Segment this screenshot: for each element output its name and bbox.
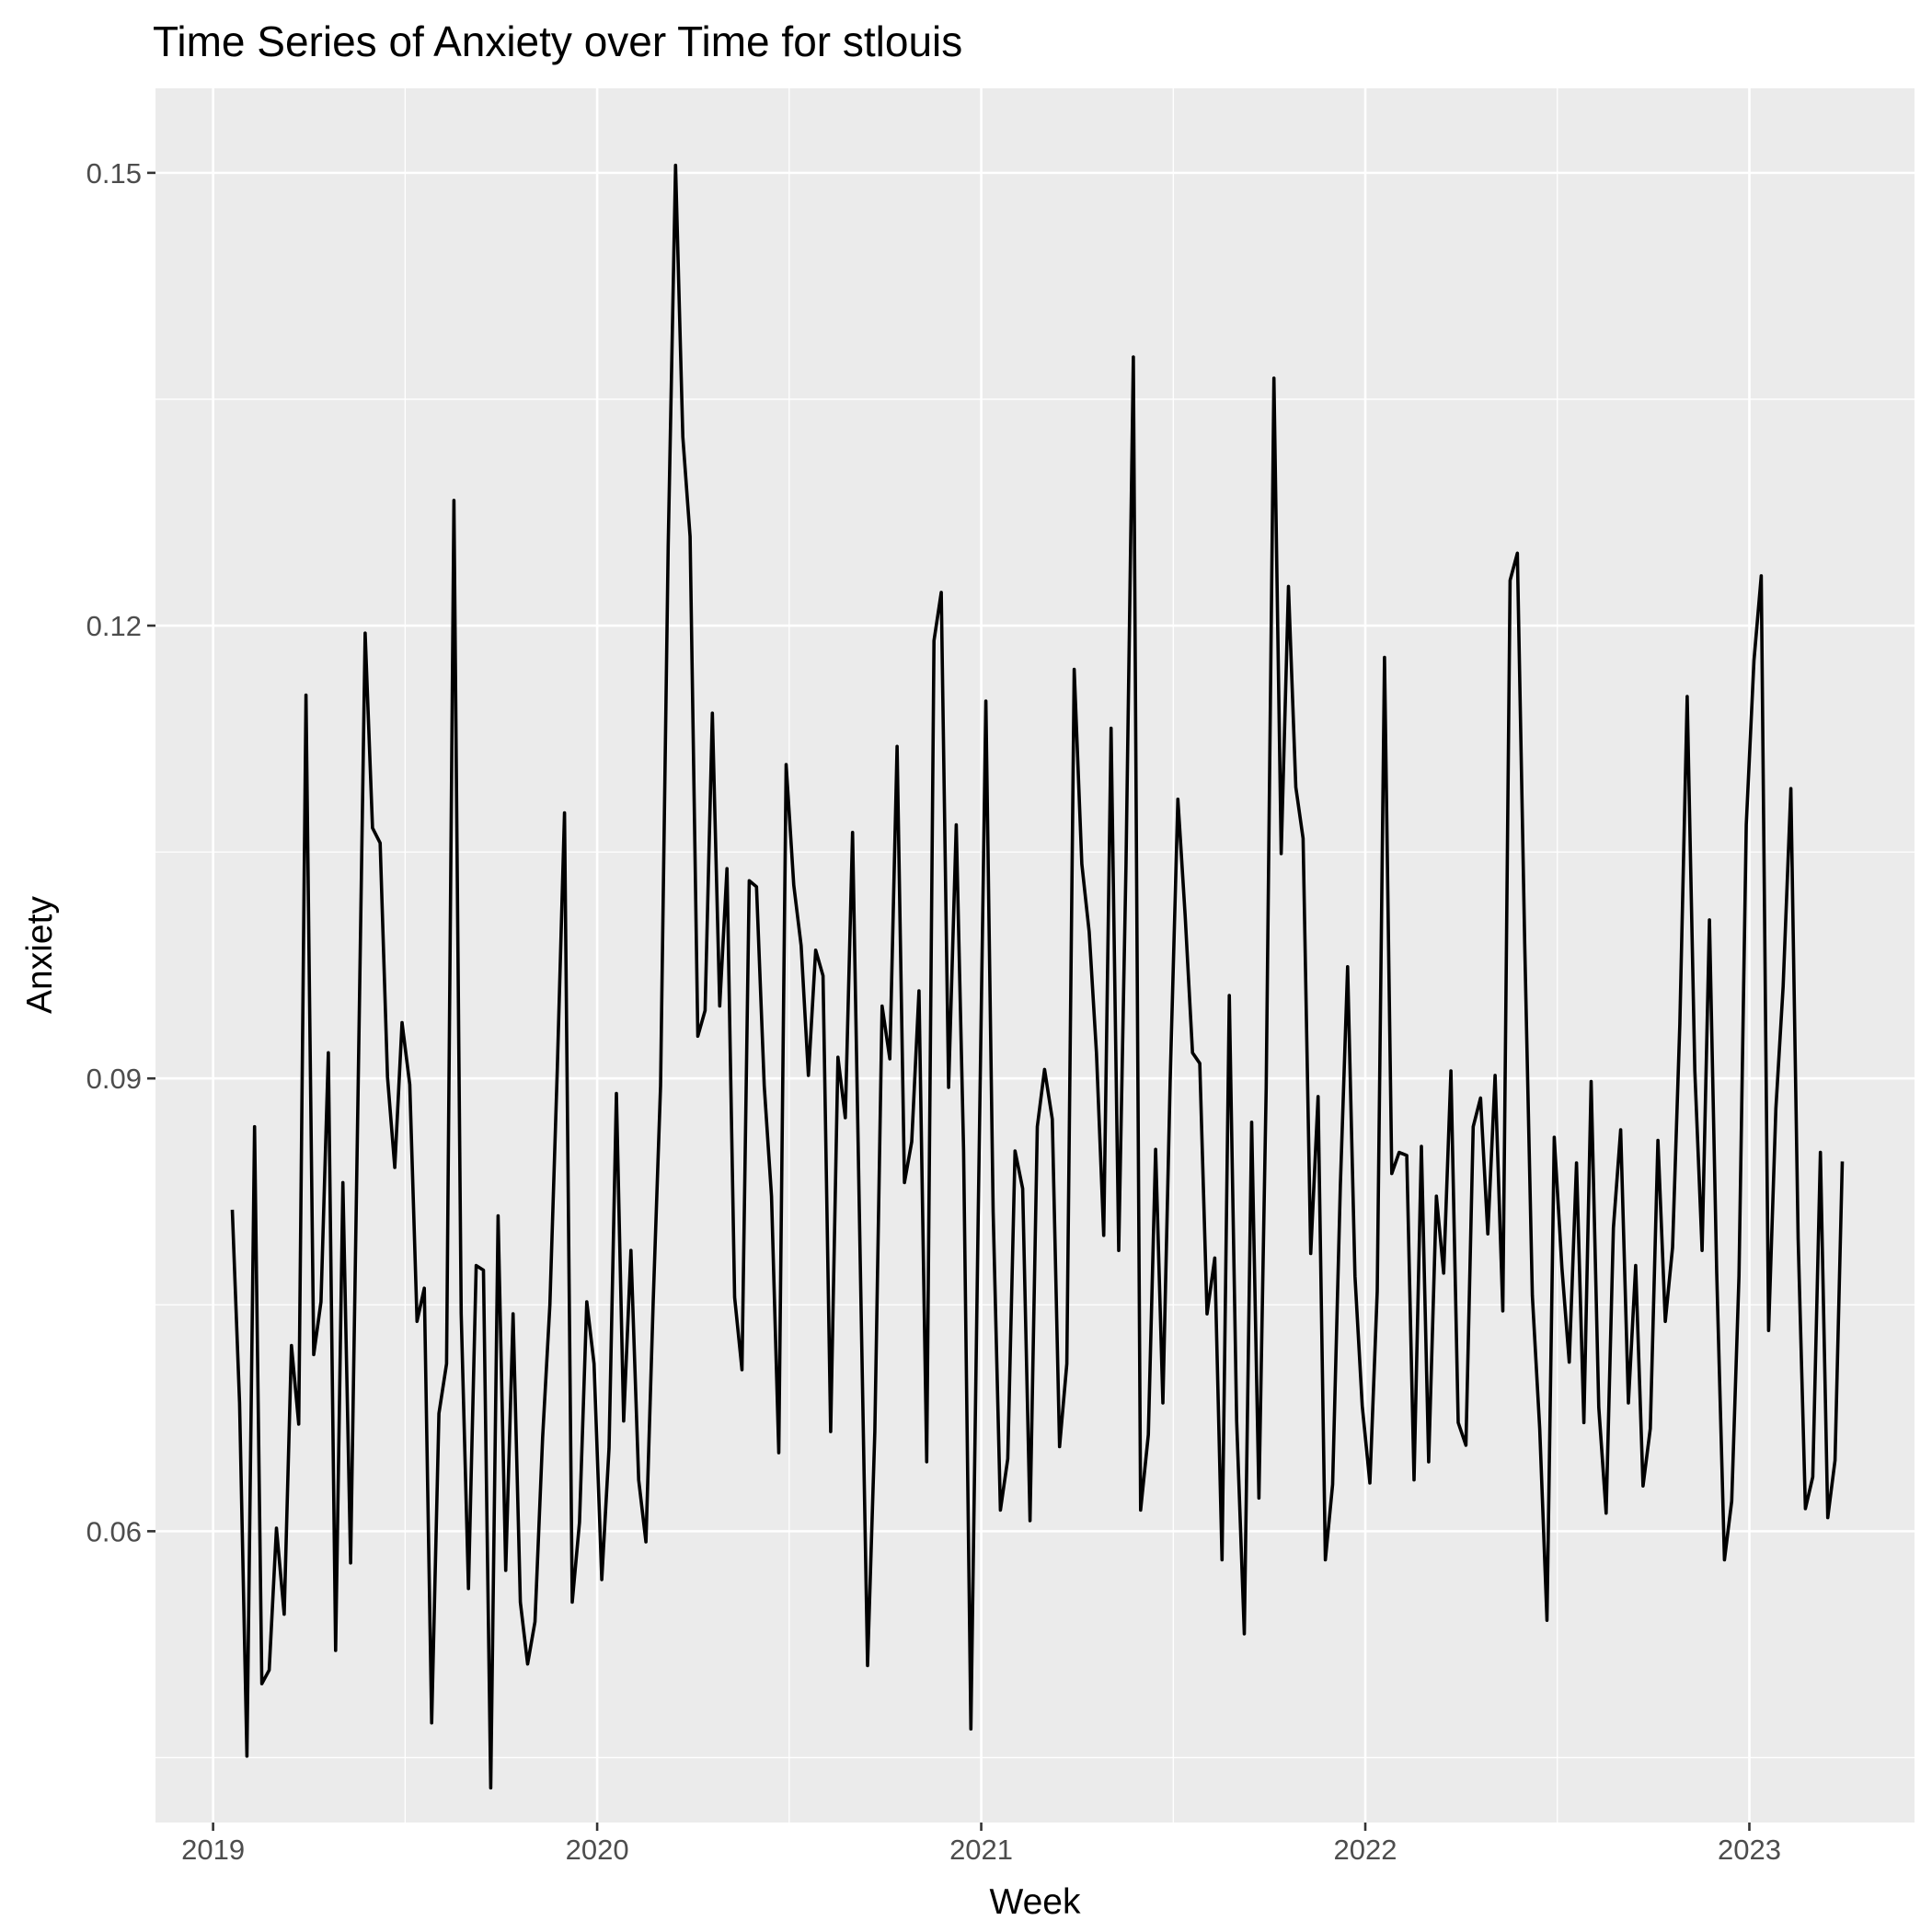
y-tick-label: 0.09 [86,1063,142,1095]
tick-marks [147,171,1751,1831]
plot-panel [155,88,1915,1823]
y-tick-label: 0.12 [86,610,142,642]
anxiety-series-line [230,163,1845,1790]
y-axis-title: Anxiety [20,896,60,1014]
y-tick-label: 0.06 [86,1515,142,1547]
x-tick-label: 2023 [1718,1834,1781,1866]
x-tick-label: 2022 [1334,1834,1397,1866]
y-tick-label: 0.15 [86,157,142,190]
x-tick-label: 2021 [949,1834,1013,1866]
y-axis: 0.06 0.09 0.12 0.15 [86,157,142,1548]
x-axis-title: Week [990,1882,1081,1922]
x-tick-label: 2019 [181,1834,245,1866]
chart-title: Time Series of Anxiety over Time for stl… [153,17,962,65]
x-tick-label: 2020 [566,1834,629,1866]
x-axis: 2019 2020 2021 2022 2023 [181,1834,1781,1866]
